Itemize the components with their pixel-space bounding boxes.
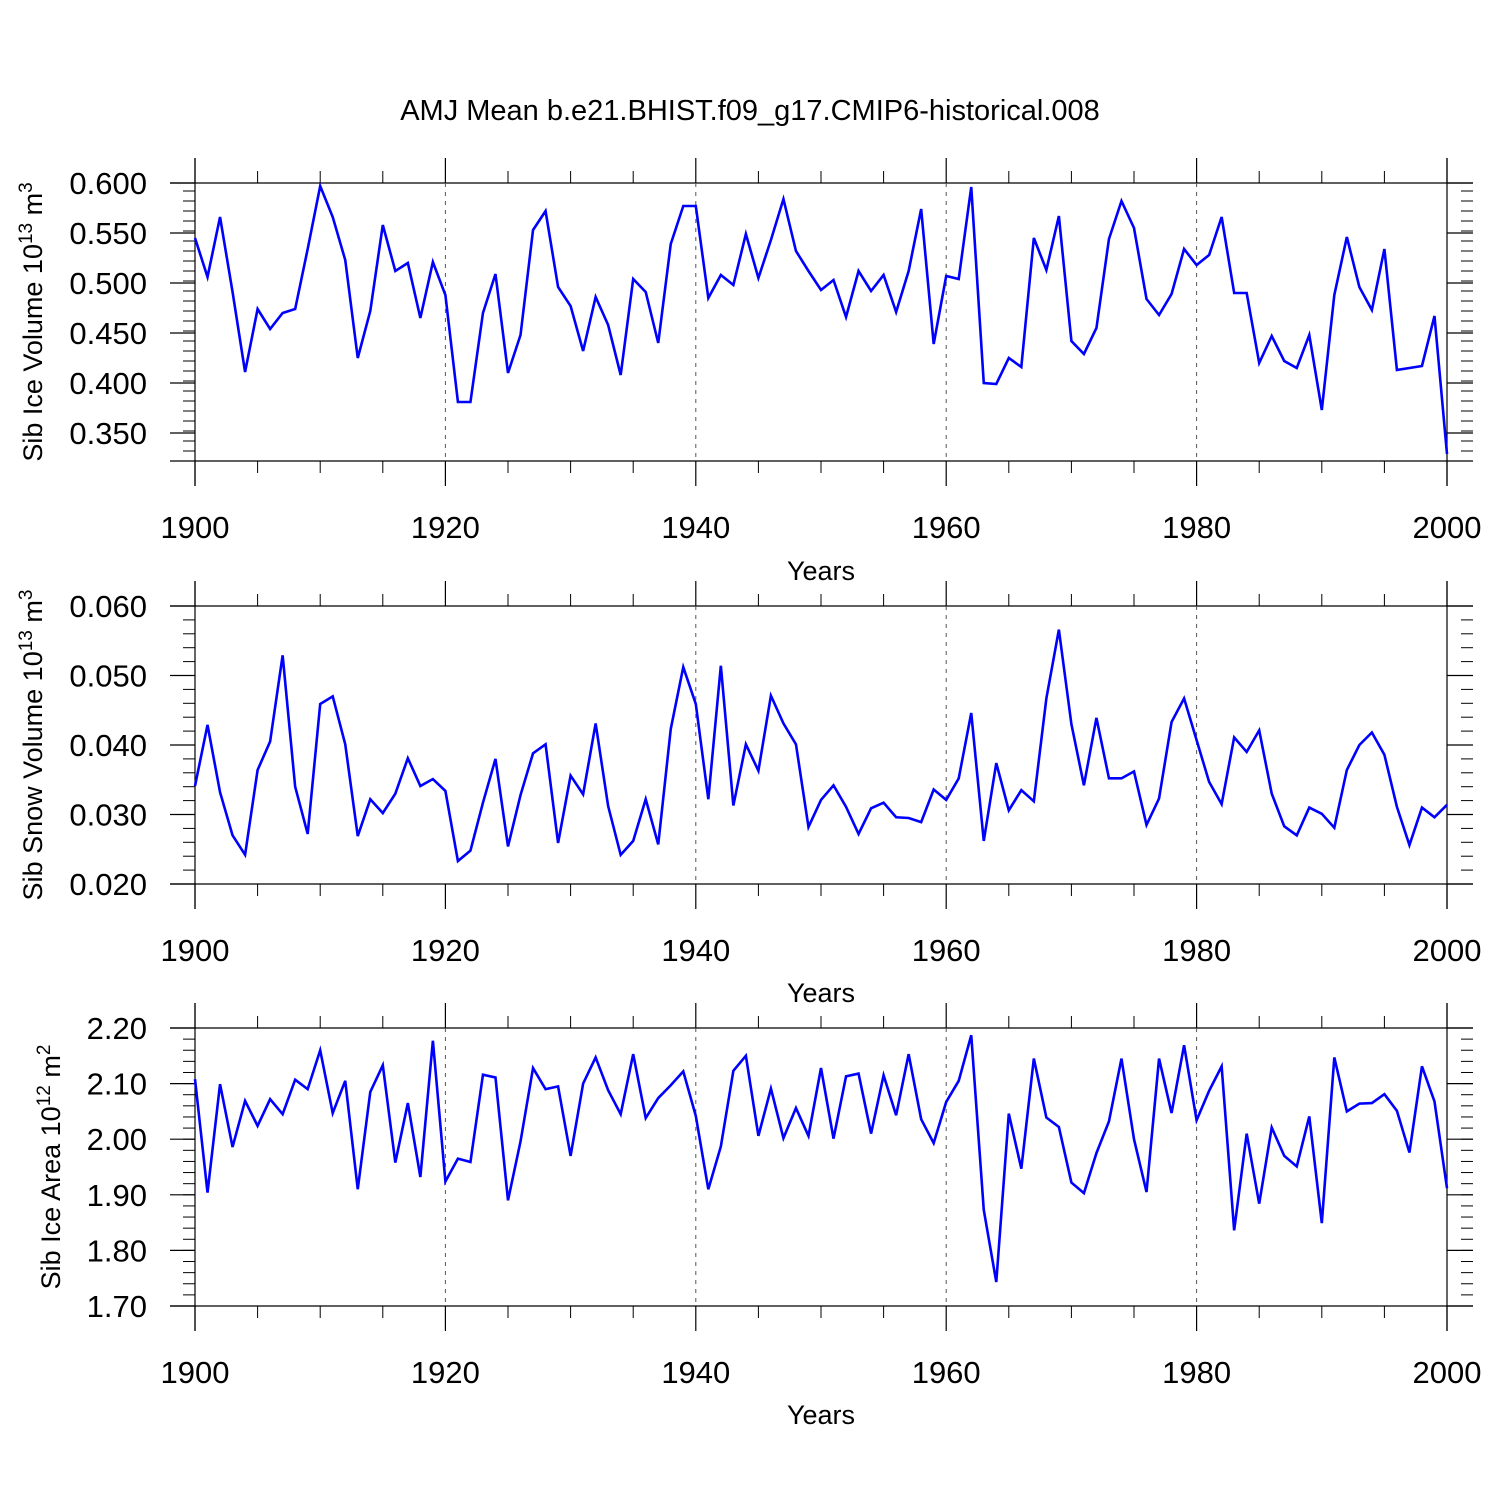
x-tick-label: 1920 xyxy=(411,1355,480,1390)
x-tick-label: 1960 xyxy=(912,933,981,968)
y-axis-title-exponent: 13 xyxy=(16,223,37,244)
y-tick-label: 1.90 xyxy=(87,1178,147,1213)
y-tick-label: 2.20 xyxy=(87,1011,147,1046)
y-axis-title-text: Sib Snow Volume 10 xyxy=(18,651,48,900)
y-tick-label: 0.600 xyxy=(69,166,147,201)
y-axis-title-unit-exponent: 2 xyxy=(34,1045,55,1056)
y-axis-title: Sib Ice Area 1012 m2 xyxy=(34,1045,66,1290)
y-tick-label: 0.030 xyxy=(69,798,147,833)
x-tick-label: 1960 xyxy=(912,1355,981,1390)
x-tick-label: 1980 xyxy=(1162,933,1231,968)
x-tick-label: 2000 xyxy=(1413,933,1482,968)
x-tick-label: 1980 xyxy=(1162,510,1231,545)
y-axis-title-text: Sib Ice Volume 10 xyxy=(18,244,48,462)
y-tick-label: 0.350 xyxy=(69,416,147,451)
x-tick-label: 1900 xyxy=(161,933,230,968)
series-line xyxy=(193,629,1448,864)
y-axis-title-unit: m xyxy=(18,600,48,630)
x-axis-title: Years xyxy=(787,556,855,586)
y-tick-label: 2.10 xyxy=(87,1067,147,1102)
snow-volume-panel: 1900 1920 1940 1960 1980 2000 0.020 0.030 0.040 0… xyxy=(16,581,1481,1008)
y-tick-label: 0.450 xyxy=(69,316,147,351)
x-tick-label: 1940 xyxy=(661,510,730,545)
y-tick-label: 0.400 xyxy=(69,366,147,401)
ice-area-panel: 1900 1920 1940 1960 1980 2000 1.70 1.80 1.90 2.00… xyxy=(34,1003,1481,1430)
x-tick-label: 2000 xyxy=(1413,1355,1482,1390)
figure-title: AMJ Mean b.e21.BHIST.f09_g17.CMIP6-histo… xyxy=(400,95,1100,127)
x-tick-label: 1900 xyxy=(161,1355,230,1390)
x-axis-title: Years xyxy=(787,978,855,1008)
y-axis-title: Sib Ice Volume 1013 m3 xyxy=(16,182,48,461)
y-axis-title-exponent: 12 xyxy=(34,1085,55,1106)
x-tick-label: 1940 xyxy=(661,1355,730,1390)
y-axis-title-exponent: 13 xyxy=(16,630,37,651)
series-line xyxy=(193,1034,1449,1283)
series-line xyxy=(193,181,1449,455)
x-tick-label: 1920 xyxy=(411,933,480,968)
y-axis-title-unit-exponent: 3 xyxy=(16,590,37,601)
y-tick-label: 0.020 xyxy=(69,867,147,902)
y-tick-label: 0.040 xyxy=(69,728,147,763)
y-tick-label: 0.550 xyxy=(69,216,147,251)
ice-volume-panel: 1900 1920 1940 1960 1980 2000 0.350 0.400 0.450 0… xyxy=(16,158,1481,586)
y-tick-label: 2.00 xyxy=(87,1122,147,1157)
y-tick-label: 1.70 xyxy=(87,1289,147,1324)
y-axis-title-unit-exponent: 3 xyxy=(16,182,37,193)
y-tick-label: 0.050 xyxy=(69,659,147,694)
y-axis-title-text: Sib Ice Area 10 xyxy=(36,1106,66,1289)
y-tick-label: 1.80 xyxy=(87,1233,147,1268)
x-tick-label: 1940 xyxy=(661,933,730,968)
x-tick-label: 1900 xyxy=(161,510,230,545)
x-tick-label: 2000 xyxy=(1413,510,1482,545)
y-tick-label: 0.500 xyxy=(69,266,147,301)
x-tick-label: 1960 xyxy=(912,510,981,545)
y-tick-label: 0.060 xyxy=(69,589,147,624)
x-axis-title: Years xyxy=(787,1400,855,1430)
x-tick-label: 1980 xyxy=(1162,1355,1231,1390)
y-axis-title: Sib Snow Volume 1013 m3 xyxy=(16,590,48,901)
y-axis-title-unit: m xyxy=(18,193,48,223)
x-tick-label: 1920 xyxy=(411,510,480,545)
y-axis-title-unit: m xyxy=(36,1055,66,1085)
